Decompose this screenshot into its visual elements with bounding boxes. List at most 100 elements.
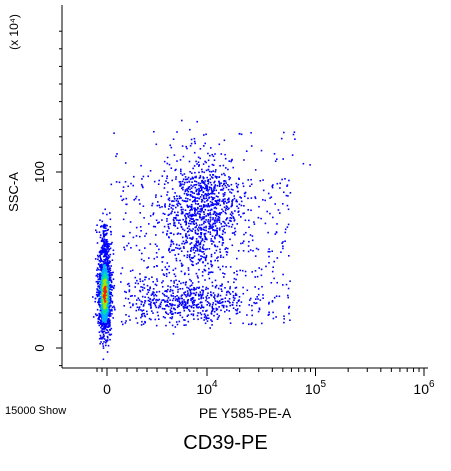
event-dot	[218, 143, 221, 146]
event-dot	[169, 317, 172, 319]
event-dot	[243, 205, 245, 207]
event-dot	[231, 203, 233, 205]
event-dot	[235, 286, 238, 289]
event-dot	[144, 300, 146, 302]
event-dot	[194, 210, 196, 213]
event-dot	[101, 251, 103, 253]
event-dot	[258, 308, 261, 311]
event-dot	[101, 245, 104, 248]
event-dot	[94, 313, 97, 315]
event-dot	[251, 271, 253, 273]
event-dot	[207, 152, 209, 155]
event-dot	[105, 326, 108, 328]
event-dot	[206, 304, 208, 306]
event-dot	[172, 333, 175, 335]
event-dot	[240, 197, 242, 199]
event-dot	[205, 286, 208, 289]
event-dot	[102, 335, 105, 337]
event-dot	[191, 246, 193, 249]
event-dot	[171, 289, 174, 292]
event-dot	[190, 191, 192, 193]
event-dot	[272, 266, 274, 268]
event-dot	[221, 208, 223, 211]
event-dot	[193, 184, 195, 186]
event-dot	[138, 299, 141, 301]
event-dot	[103, 275, 105, 278]
event-dot	[245, 231, 247, 234]
event-dot	[218, 315, 220, 317]
event-dot	[229, 177, 231, 179]
event-dot	[228, 198, 230, 201]
event-dot	[181, 242, 183, 245]
event-dot	[106, 232, 108, 235]
event-dot	[100, 307, 103, 309]
event-dot	[98, 292, 101, 294]
event-dot	[236, 308, 239, 310]
event-dot	[173, 196, 175, 198]
event-dot	[95, 314, 98, 317]
event-dot	[101, 220, 104, 223]
event-dot	[133, 199, 135, 201]
event-dot	[246, 289, 249, 292]
event-dot	[222, 256, 225, 259]
event-dot	[212, 213, 215, 215]
event-dot	[147, 175, 149, 178]
event-dot	[125, 291, 127, 294]
event-dot	[148, 300, 151, 302]
event-dot	[259, 180, 262, 182]
event-dot	[229, 266, 232, 268]
event-dot	[215, 177, 218, 179]
event-dot	[167, 225, 170, 228]
event-dot	[157, 222, 159, 224]
event-dot	[99, 301, 101, 304]
event-dot	[207, 204, 209, 207]
event-dot	[182, 281, 185, 284]
event-dot	[284, 228, 287, 231]
event-dot	[273, 153, 276, 155]
event-dot	[189, 195, 192, 197]
event-dot	[95, 280, 98, 283]
event-dot	[250, 132, 252, 134]
event-dot	[201, 208, 203, 211]
event-dot	[218, 212, 221, 214]
event-dot	[199, 185, 202, 188]
event-dot	[141, 252, 143, 255]
event-dot	[103, 330, 106, 333]
event-dot	[182, 228, 184, 231]
event-dot	[103, 324, 105, 326]
event-dot	[135, 244, 138, 247]
event-dot	[102, 255, 105, 258]
event-dot	[99, 295, 101, 298]
event-dot	[247, 209, 249, 211]
event-dot	[107, 228, 109, 231]
event-dot	[201, 301, 203, 304]
event-dot	[197, 206, 199, 209]
event-dot	[208, 170, 211, 173]
event-dot	[188, 228, 191, 230]
event-dot	[181, 199, 184, 202]
event-dot	[124, 297, 127, 300]
event-dot	[124, 290, 126, 293]
event-dot	[204, 180, 206, 182]
event-dot	[142, 186, 144, 189]
event-dot	[173, 273, 176, 275]
event-dot	[106, 283, 108, 286]
event-dot	[197, 203, 200, 205]
event-dot	[165, 275, 168, 278]
event-dot	[218, 184, 221, 186]
event-dot	[224, 300, 227, 303]
event-dot	[198, 184, 200, 187]
event-dot	[199, 216, 201, 219]
event-dot	[202, 297, 205, 299]
event-dot	[110, 272, 113, 274]
event-dot	[140, 324, 143, 326]
event-dot	[272, 216, 274, 219]
event-dot	[106, 322, 109, 324]
event-dot	[246, 314, 248, 316]
event-dot	[224, 222, 226, 225]
event-dot	[158, 204, 160, 207]
event-dot	[108, 267, 111, 269]
event-dot	[141, 185, 144, 188]
event-dot	[213, 212, 216, 214]
event-dot	[100, 299, 103, 302]
